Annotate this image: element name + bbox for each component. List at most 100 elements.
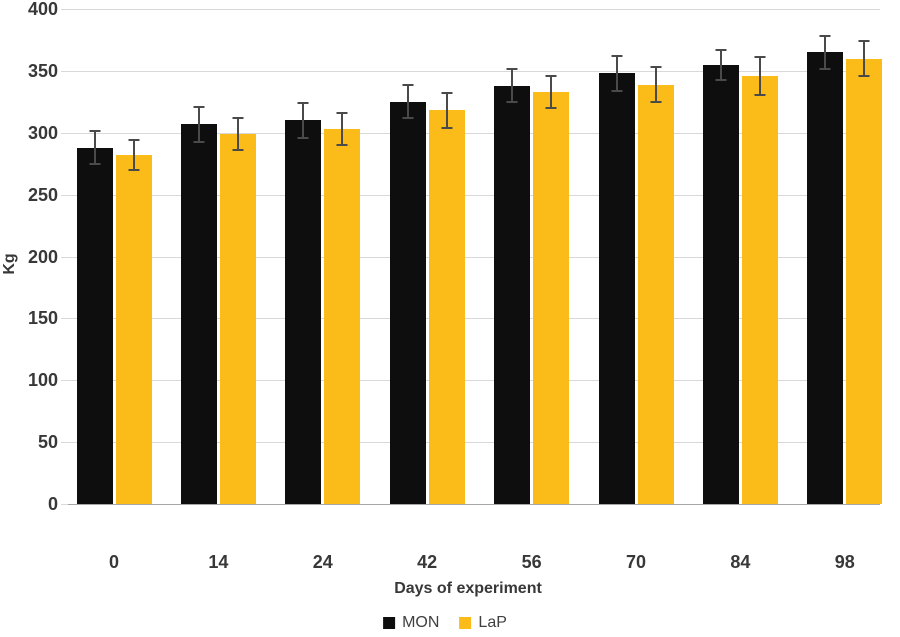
y-tick-label-100: 100 — [27, 370, 58, 391]
error-bar-mon-day-56 — [494, 68, 530, 104]
gridline-100 — [68, 380, 880, 382]
error-bar-cap-top — [858, 39, 870, 42]
error-bar-line — [654, 65, 657, 104]
y-tick-200 — [61, 256, 68, 258]
y-tick-label-200: 200 — [27, 246, 58, 267]
error-bar-line — [863, 39, 866, 78]
error-bar-cap-top — [128, 138, 139, 141]
y-tick-0 — [61, 504, 68, 505]
x-tick-label-98: 98 — [834, 552, 855, 572]
error-bar-cap-bottom — [611, 89, 622, 92]
error-bar-mon-day-70 — [599, 54, 635, 92]
y-tick-300 — [61, 132, 68, 134]
error-bar-cap-bottom — [89, 162, 100, 165]
bar-mon-day-84 — [702, 64, 739, 504]
x-tick-label-14: 14 — [208, 552, 229, 572]
error-bar-cap-bottom — [819, 67, 831, 70]
error-bar-mon-day-24 — [285, 101, 321, 139]
error-bar-lap-day-98 — [846, 39, 882, 78]
error-bar-line — [236, 116, 239, 152]
legend-label-mon: MON — [402, 614, 440, 631]
error-bar-cap-bottom — [506, 101, 518, 104]
error-bar-cap-bottom — [715, 78, 727, 81]
legend-swatch-lap — [459, 617, 472, 629]
error-bar-line — [511, 68, 514, 104]
error-bar-line — [302, 101, 305, 139]
x-tick-label-24: 24 — [312, 552, 333, 572]
bar-mon-day-0 — [76, 147, 113, 504]
error-bar-line — [406, 84, 409, 120]
error-bar-lap-day-0 — [116, 138, 152, 172]
error-bar-cap-top — [336, 111, 348, 114]
bar-lap-day-70 — [637, 84, 674, 504]
error-bar-cap-top — [754, 56, 766, 59]
error-bar-line — [93, 130, 96, 165]
bar-mon-day-42 — [389, 101, 426, 504]
x-axis-line — [68, 504, 880, 505]
bar-mon-day-14 — [180, 124, 217, 504]
error-bar-cap-top — [545, 74, 557, 77]
y-tick-label-350: 350 — [27, 60, 58, 81]
error-bar-cap-bottom — [545, 107, 557, 110]
bar-lap-day-0 — [115, 155, 152, 504]
error-bar-lap-day-14 — [220, 116, 256, 152]
error-bar-line — [550, 74, 553, 110]
gridline-300 — [68, 132, 880, 134]
error-bar-line — [824, 34, 827, 70]
gridline-250 — [68, 194, 880, 196]
error-bar-cap-bottom — [128, 169, 139, 172]
x-tick-label-0: 0 — [108, 552, 120, 572]
x-tick-label-56: 56 — [521, 552, 542, 572]
error-bar-cap-top — [402, 84, 414, 87]
bar-mon-day-70 — [598, 73, 635, 504]
y-tick-label-300: 300 — [27, 122, 58, 143]
error-bar-line — [615, 54, 618, 92]
error-bar-cap-top — [193, 105, 205, 108]
gridline-350 — [68, 70, 880, 72]
error-bar-line — [445, 91, 448, 130]
y-tick-150 — [61, 318, 68, 320]
error-bar-cap-bottom — [858, 75, 870, 78]
y-tick-label-400: 400 — [27, 0, 58, 19]
legend: MON LaP — [383, 614, 507, 632]
error-bar-cap-top — [232, 116, 244, 119]
error-bar-lap-day-70 — [638, 65, 674, 104]
legend-item-mon: MON — [383, 614, 439, 632]
x-tick-label-42: 42 — [417, 552, 438, 572]
error-bar-cap-bottom — [193, 140, 205, 143]
x-tick-label-70: 70 — [625, 552, 647, 572]
gridline-150 — [68, 318, 880, 320]
error-bar-mon-day-14 — [181, 105, 217, 143]
y-tick-label-0: 0 — [47, 494, 58, 514]
error-bar-cap-bottom — [441, 127, 453, 130]
error-bar-cap-top — [297, 101, 309, 104]
error-bar-lap-day-56 — [533, 74, 569, 110]
error-bar-line — [132, 138, 135, 172]
error-bar-mon-day-0 — [77, 130, 113, 165]
error-bar-mon-day-42 — [390, 84, 426, 120]
error-bar-cap-top — [89, 130, 100, 133]
error-bar-cap-top — [715, 48, 727, 51]
error-bar-cap-bottom — [402, 117, 414, 120]
y-tick-100 — [61, 380, 68, 382]
error-bar-cap-top — [441, 91, 453, 94]
error-bar-mon-day-98 — [807, 34, 843, 70]
error-bar-cap-bottom — [650, 101, 661, 104]
gridline-200 — [68, 256, 880, 258]
y-tick-250 — [61, 194, 68, 196]
error-bar-lap-day-24 — [324, 111, 360, 147]
x-tick-label-84: 84 — [730, 552, 751, 572]
error-bar-cap-top — [506, 68, 518, 71]
bar-mon-day-24 — [285, 120, 322, 504]
error-bar-cap-top — [611, 54, 622, 57]
gridline-50 — [68, 442, 880, 444]
error-bar-cap-top — [650, 65, 661, 68]
bar-lap-day-24 — [324, 129, 361, 504]
legend-label-lap: LaP — [478, 614, 507, 631]
legend-swatch-mon — [383, 617, 396, 629]
gridline-400 — [68, 9, 880, 10]
y-tick-400 — [61, 9, 68, 10]
error-bar-cap-top — [819, 34, 831, 37]
y-tick-label-150: 150 — [27, 308, 58, 329]
